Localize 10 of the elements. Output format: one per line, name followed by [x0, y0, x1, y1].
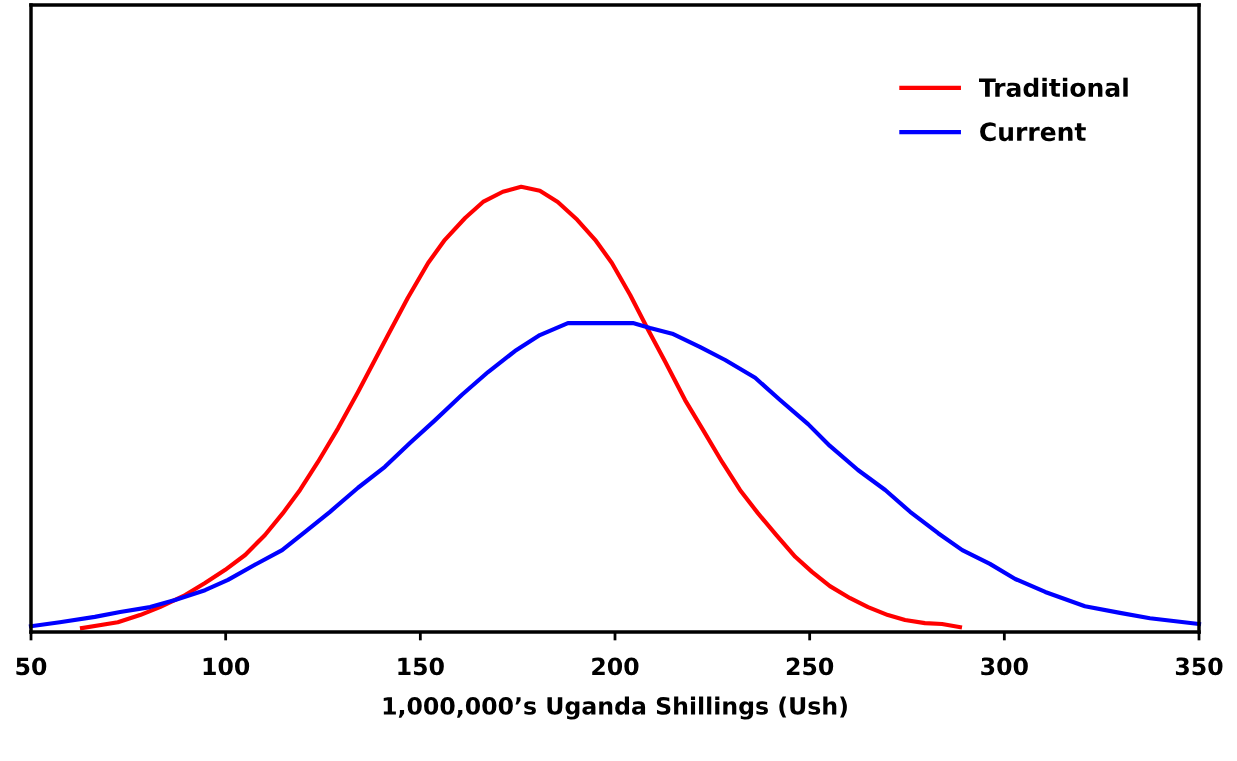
- x-axis-title: 1,000,000’s Uganda Shillings (Ush): [383, 696, 847, 720]
- x-tick-label: 150: [398, 657, 444, 676]
- x-tick-label: 250: [786, 657, 834, 676]
- legend-label: Traditional: [979, 77, 1128, 98]
- x-tick-label: 350: [1175, 657, 1223, 676]
- x-tick-label: 200: [592, 657, 639, 676]
- legend-label: Current: [980, 122, 1086, 142]
- x-tick-label: 50: [16, 657, 47, 676]
- x-tick-label: 300: [981, 657, 1028, 676]
- x-tick-label: 100: [203, 657, 250, 676]
